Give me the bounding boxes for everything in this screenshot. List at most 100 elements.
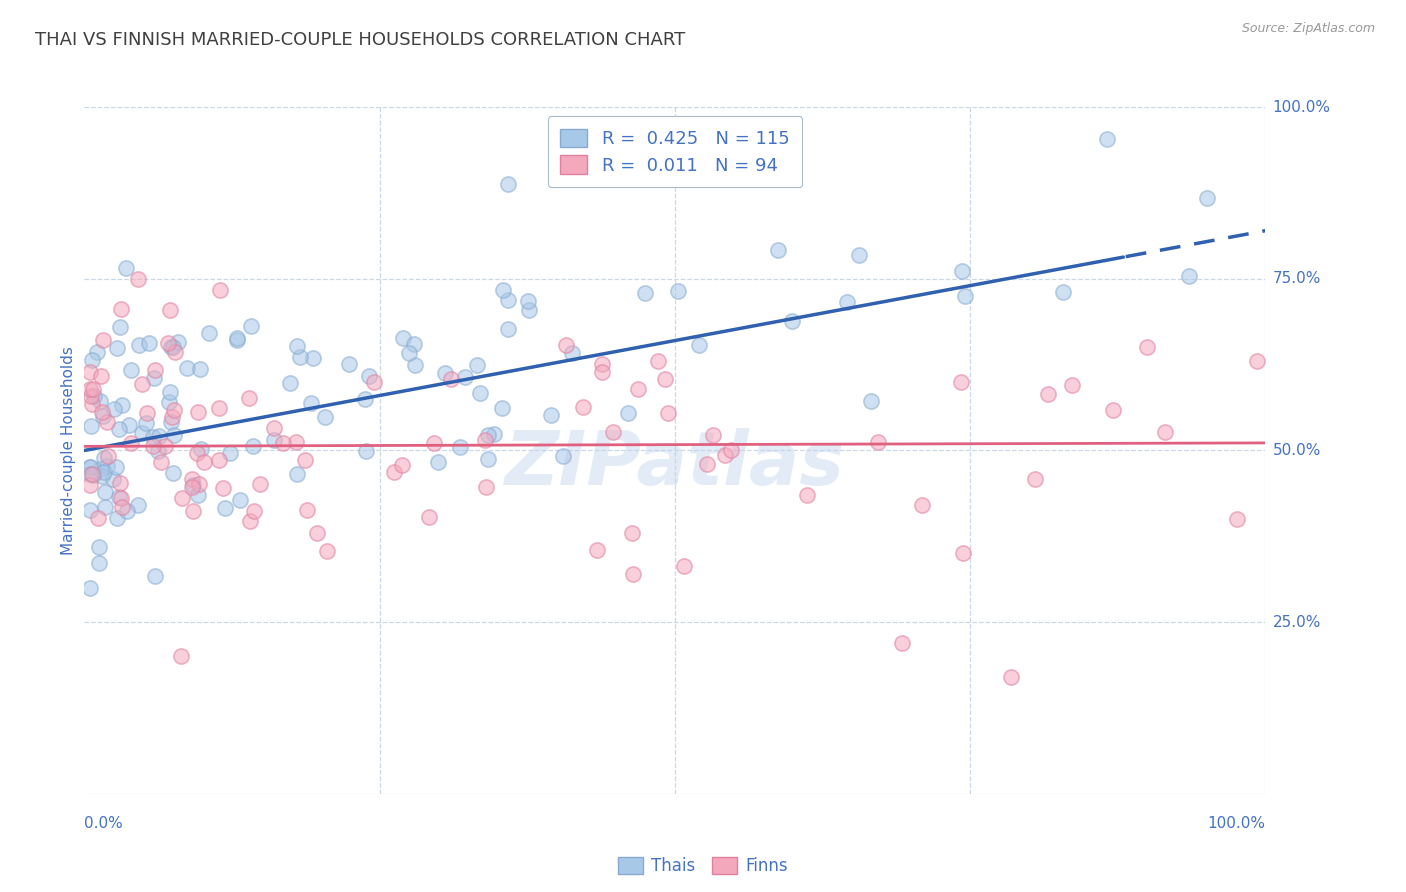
Point xyxy=(702,428,724,442)
Point xyxy=(136,406,159,420)
Point xyxy=(87,556,110,570)
Point xyxy=(79,382,101,396)
Point xyxy=(197,326,219,340)
Point xyxy=(1102,403,1125,417)
Point xyxy=(404,358,426,372)
Text: 100.0%: 100.0% xyxy=(1208,816,1265,831)
Point xyxy=(392,331,415,345)
Point xyxy=(226,333,249,347)
Point xyxy=(551,449,574,463)
Point xyxy=(181,478,204,492)
Point xyxy=(117,503,139,517)
Point xyxy=(1024,472,1046,486)
Point xyxy=(157,335,180,350)
Point xyxy=(79,467,101,481)
Point xyxy=(602,425,624,439)
Point xyxy=(271,436,294,450)
Point xyxy=(492,283,515,297)
Point xyxy=(162,467,184,481)
Point xyxy=(159,415,181,429)
Point xyxy=(86,344,108,359)
Point xyxy=(90,369,112,384)
Point xyxy=(80,397,103,411)
Point xyxy=(433,367,456,381)
Point xyxy=(104,459,127,474)
Point xyxy=(162,340,184,354)
Text: 25.0%: 25.0% xyxy=(1272,615,1320,630)
Point xyxy=(138,335,160,350)
Point xyxy=(111,500,134,514)
Point xyxy=(285,339,308,353)
Point xyxy=(621,525,644,540)
Point xyxy=(496,293,519,307)
Point xyxy=(1246,354,1268,368)
Point xyxy=(239,514,262,528)
Point xyxy=(891,636,914,650)
Point xyxy=(110,491,132,505)
Point xyxy=(96,459,118,474)
Point xyxy=(107,422,129,436)
Text: 100.0%: 100.0% xyxy=(1272,100,1330,114)
Point xyxy=(110,398,132,412)
Point xyxy=(294,453,316,467)
Point xyxy=(950,264,973,278)
Point xyxy=(363,375,385,389)
Point xyxy=(382,465,405,479)
Point xyxy=(187,477,209,491)
Point xyxy=(186,446,208,460)
Point xyxy=(477,428,499,442)
Point xyxy=(211,481,233,495)
Point xyxy=(91,333,114,347)
Point xyxy=(1178,268,1201,283)
Point xyxy=(90,405,112,419)
Point xyxy=(142,439,165,453)
Point xyxy=(1226,512,1249,526)
Text: 75.0%: 75.0% xyxy=(1272,271,1320,286)
Point xyxy=(301,351,323,365)
Point xyxy=(305,525,328,540)
Point xyxy=(555,338,578,352)
Point xyxy=(148,443,170,458)
Point xyxy=(79,460,101,475)
Point xyxy=(859,393,882,408)
Legend: Thais, Finns: Thais, Finns xyxy=(617,856,789,875)
Point xyxy=(214,501,236,516)
Legend: R =  0.425   N = 115, R =  0.011   N = 94: R = 0.425 N = 115, R = 0.011 N = 94 xyxy=(547,116,803,187)
Point xyxy=(356,444,378,458)
Point xyxy=(634,285,657,300)
Point xyxy=(357,368,380,383)
Point xyxy=(142,370,165,384)
Text: ZIPatlas: ZIPatlas xyxy=(505,427,845,500)
Point xyxy=(153,439,176,453)
Point xyxy=(766,243,789,257)
Point xyxy=(131,377,153,392)
Point xyxy=(82,382,104,396)
Point xyxy=(143,569,166,583)
Point xyxy=(835,295,858,310)
Point xyxy=(91,469,114,483)
Point xyxy=(167,334,190,349)
Point xyxy=(80,389,103,403)
Point xyxy=(470,386,492,401)
Point xyxy=(278,376,301,390)
Point xyxy=(79,460,101,475)
Point xyxy=(89,461,111,475)
Point xyxy=(475,480,498,494)
Point xyxy=(617,406,640,420)
Point xyxy=(127,498,149,512)
Point xyxy=(87,540,110,554)
Point xyxy=(79,365,101,379)
Point xyxy=(477,452,499,467)
Point xyxy=(647,354,669,368)
Point xyxy=(172,491,194,505)
Point xyxy=(491,401,513,415)
Point xyxy=(110,302,132,317)
Point xyxy=(149,455,172,469)
Point xyxy=(449,440,471,454)
Point xyxy=(1062,378,1084,392)
Point xyxy=(94,484,117,499)
Point xyxy=(181,473,204,487)
Point xyxy=(911,499,934,513)
Point xyxy=(314,409,336,424)
Point xyxy=(108,319,131,334)
